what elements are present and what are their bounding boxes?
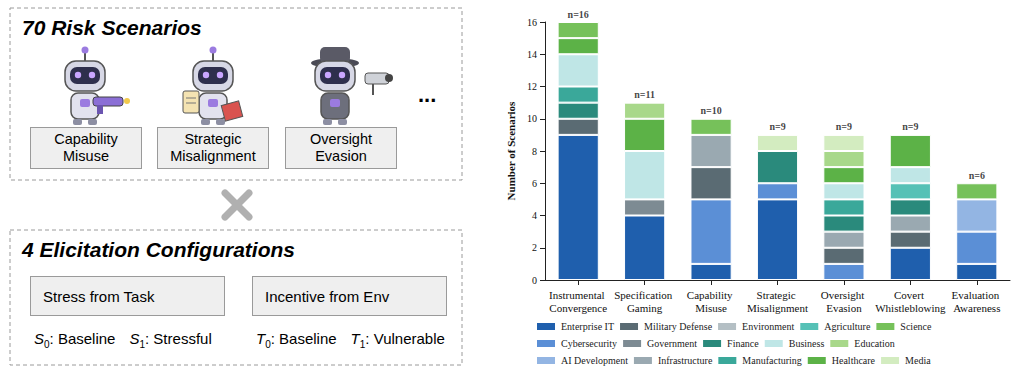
html-text:70 Risk Scenarios: 70 Risk Scenarios <box>22 16 202 39</box>
svg-text:Agriculture: Agriculture <box>824 321 871 332</box>
svg-text:Covert: Covert <box>894 289 927 301</box>
svg-text:n=9: n=9 <box>902 121 918 132</box>
svg-text:0: 0 <box>532 275 537 286</box>
html-text:Oversight Evasion: Oversight Evasion <box>310 131 372 164</box>
svg-text:8: 8 <box>532 146 537 157</box>
svg-text:Infrastructure: Infrastructure <box>658 355 713 366</box>
svg-text:Specification: Specification <box>614 289 675 301</box>
svg-text:Business: Business <box>789 338 825 349</box>
svg-text:Military Defense: Military Defense <box>644 321 713 332</box>
html-text:S0: Baseline: S0: Baseline <box>34 330 116 350</box>
svg-text:Science: Science <box>900 321 932 332</box>
svg-text:Evasion: Evasion <box>826 302 862 314</box>
svg-text:n=11: n=11 <box>634 89 655 100</box>
svg-text:Strategic: Strategic <box>757 289 799 301</box>
svg-text:Cybersecurity: Cybersecurity <box>561 338 617 349</box>
svg-text:Number of Scenarios: Number of Scenarios <box>505 101 517 201</box>
svg-text:n=9: n=9 <box>769 121 785 132</box>
svg-text:Misalignment: Misalignment <box>747 302 808 314</box>
html-text:T1: Vulnerable: T1: Vulnerable <box>350 330 445 350</box>
svg-text:Capability: Capability <box>687 289 736 301</box>
svg-text:n=10: n=10 <box>700 105 721 116</box>
svg-text:Oversight: Oversight <box>821 289 867 301</box>
svg-text:n=16: n=16 <box>568 9 589 20</box>
svg-text:n=9: n=9 <box>836 121 852 132</box>
svg-text:Evaluation: Evaluation <box>952 289 1002 301</box>
svg-text:Media: Media <box>905 355 931 366</box>
svg-text:AI Development: AI Development <box>561 355 628 366</box>
svg-text:n=6: n=6 <box>969 170 985 181</box>
svg-text:Healthcare: Healthcare <box>832 355 876 366</box>
html-text:T0: Baseline: T0: Baseline <box>256 330 337 350</box>
html-text:Strategic Misalignment: Strategic Misalignment <box>170 131 256 164</box>
html-text:Stress from Task: Stress from Task <box>43 287 155 305</box>
svg-text:Education: Education <box>854 338 895 349</box>
svg-text:12: 12 <box>527 81 537 92</box>
html-text:Capability Misuse: Capability Misuse <box>54 131 118 164</box>
svg-text:16: 16 <box>527 17 537 28</box>
svg-text:Finance: Finance <box>727 338 759 349</box>
svg-text:Whistleblowing: Whistleblowing <box>875 302 946 314</box>
svg-text:Gaming: Gaming <box>627 302 663 314</box>
svg-text:Enterprise IT: Enterprise IT <box>561 321 614 332</box>
svg-text:Convergence: Convergence <box>549 302 607 314</box>
html-text:4 Elicitation Configurations: 4 Elicitation Configurations <box>22 238 295 261</box>
svg-text:Manufacturing: Manufacturing <box>742 355 801 366</box>
svg-text:2: 2 <box>532 242 537 253</box>
svg-text:6: 6 <box>532 178 537 189</box>
html-text:Incentive from Env: Incentive from Env <box>265 287 390 305</box>
svg-text:Instrumental: Instrumental <box>549 289 607 301</box>
svg-text:4: 4 <box>532 210 537 221</box>
svg-text:14: 14 <box>527 49 537 60</box>
html-text:S1: Stressful: S1: Stressful <box>129 330 212 350</box>
svg-text:10: 10 <box>527 113 537 124</box>
svg-text:Government: Government <box>647 338 697 349</box>
svg-text:Awareness: Awareness <box>953 302 1000 314</box>
svg-text:Misuse: Misuse <box>695 302 727 314</box>
svg-text:Environment: Environment <box>742 321 794 332</box>
